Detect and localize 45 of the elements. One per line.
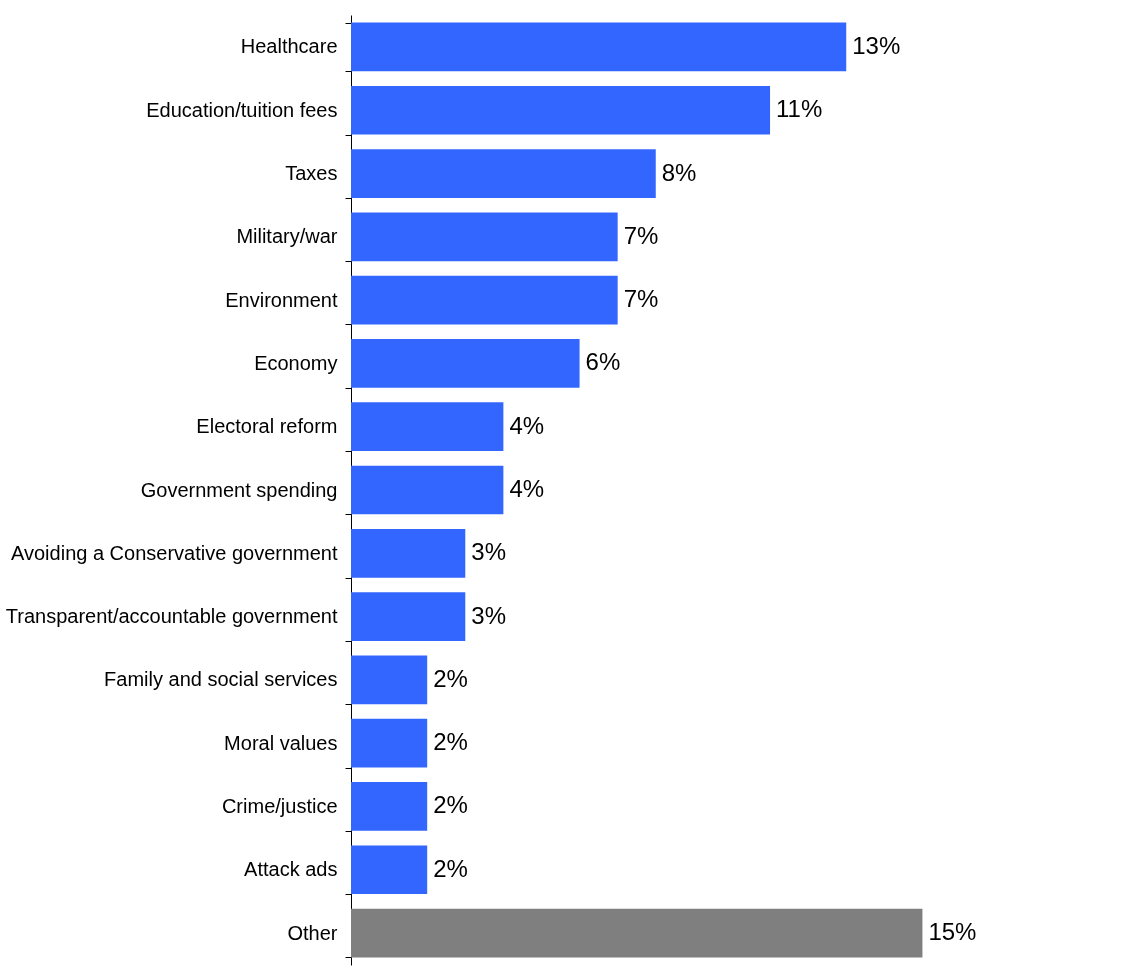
bar [351, 339, 580, 388]
bar [351, 85, 771, 135]
y-tick-label: Crime/justice [221, 794, 338, 817]
bar [351, 402, 504, 452]
y-tick-label: Military/war [236, 225, 338, 248]
data-label: 2% [433, 854, 468, 882]
y-tick-label: Attack ads [244, 858, 338, 881]
data-label: 4% [509, 411, 545, 439]
y-tick-label: Family and social services [104, 668, 338, 691]
data-label: 3% [471, 538, 506, 566]
bar [351, 465, 504, 515]
data-label: 3% [471, 601, 506, 629]
bar [351, 845, 428, 895]
data-label: 2% [433, 791, 468, 819]
data-label: 11% [776, 95, 823, 123]
data-label: 4% [509, 475, 545, 502]
bar [351, 592, 466, 641]
y-tick-label: Environment [225, 288, 338, 311]
bar [351, 149, 656, 198]
data-label: 8% [661, 158, 697, 186]
data-label: 2% [433, 728, 468, 756]
bar [351, 528, 466, 578]
y-tick-label: Government spending [140, 478, 338, 501]
data-label: 15% [928, 918, 977, 946]
y-tick-label: Avoiding a Conservative government [11, 541, 338, 564]
y-tick-label: Healthcare [240, 35, 338, 58]
data-label: 2% [433, 664, 468, 692]
bar [351, 275, 618, 325]
data-label: 7% [623, 285, 659, 313]
bar [351, 718, 428, 768]
y-tick-label: Other [287, 921, 338, 944]
data-label: 7% [623, 221, 659, 249]
bar [351, 908, 923, 958]
y-tick-label: Taxes [285, 162, 338, 185]
y-tick-label: Economy [254, 351, 338, 374]
y-tick-label: Education/tuition fees [146, 98, 338, 121]
bar [351, 212, 618, 262]
bar [351, 655, 428, 705]
bar [351, 782, 428, 831]
data-label: 13% [852, 31, 901, 59]
bar [351, 22, 847, 72]
y-tick-label: Moral values [224, 731, 338, 754]
y-tick-label: Electoral reform [196, 415, 338, 438]
data-label: 6% [585, 348, 621, 376]
y-tick-label: Transparent/accountable government [5, 605, 338, 628]
